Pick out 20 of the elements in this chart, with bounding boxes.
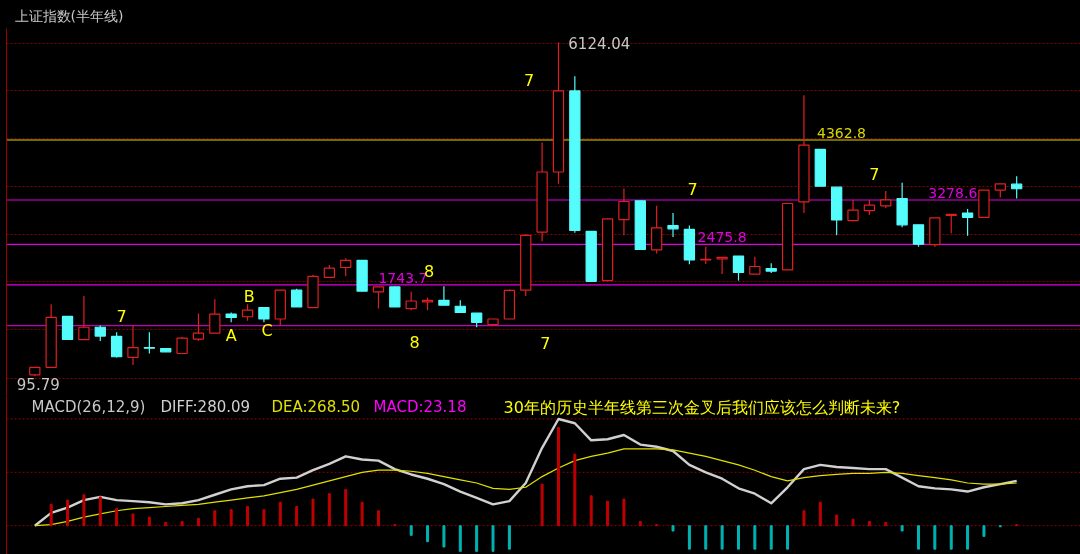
chart-title: MACD(26,12,9) bbox=[31, 397, 146, 416]
text: 30年的历史半年线第三次金叉后我们应该怎么判断未来? bbox=[503, 397, 901, 417]
annotation: 8 bbox=[409, 332, 420, 352]
annotation: 7 bbox=[869, 165, 880, 185]
text: MACD:23.18 bbox=[373, 397, 467, 416]
annotation: 7 bbox=[523, 70, 535, 90]
text: DIFF:280.09 bbox=[160, 397, 251, 416]
annotation: 95.79 bbox=[16, 376, 60, 395]
text: DEA:268.50 bbox=[271, 397, 361, 416]
annotation: B bbox=[243, 286, 255, 306]
chart-title: 上证指数(半年线) bbox=[14, 7, 124, 24]
ref-line-label: 4362.8 bbox=[817, 124, 867, 141]
annotation: C bbox=[261, 321, 273, 341]
annotation: 7 bbox=[116, 307, 127, 327]
ref-line-label: 2475.8 bbox=[697, 229, 747, 246]
annotation: 6124.04 bbox=[568, 35, 631, 54]
ref-line-label: 3278.6 bbox=[928, 184, 978, 201]
annotation: 7 bbox=[687, 179, 698, 199]
annotation: 7 bbox=[540, 333, 551, 353]
annotation: A bbox=[225, 326, 237, 346]
